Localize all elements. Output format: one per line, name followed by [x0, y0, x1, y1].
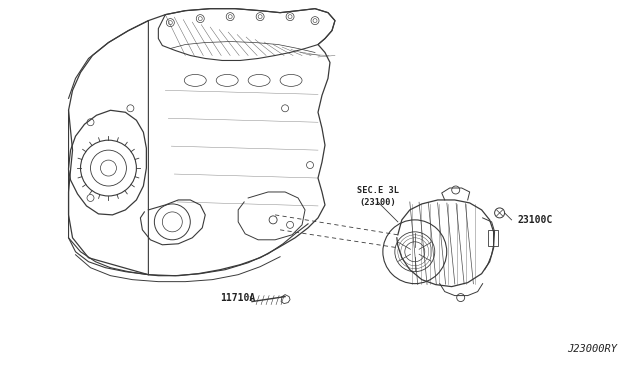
Text: 11710A: 11710A: [220, 293, 255, 302]
Text: SEC.E 3L
(23100): SEC.E 3L (23100): [357, 186, 399, 207]
Text: 23100C: 23100C: [518, 215, 553, 225]
Text: J23000RY: J23000RY: [567, 344, 618, 355]
